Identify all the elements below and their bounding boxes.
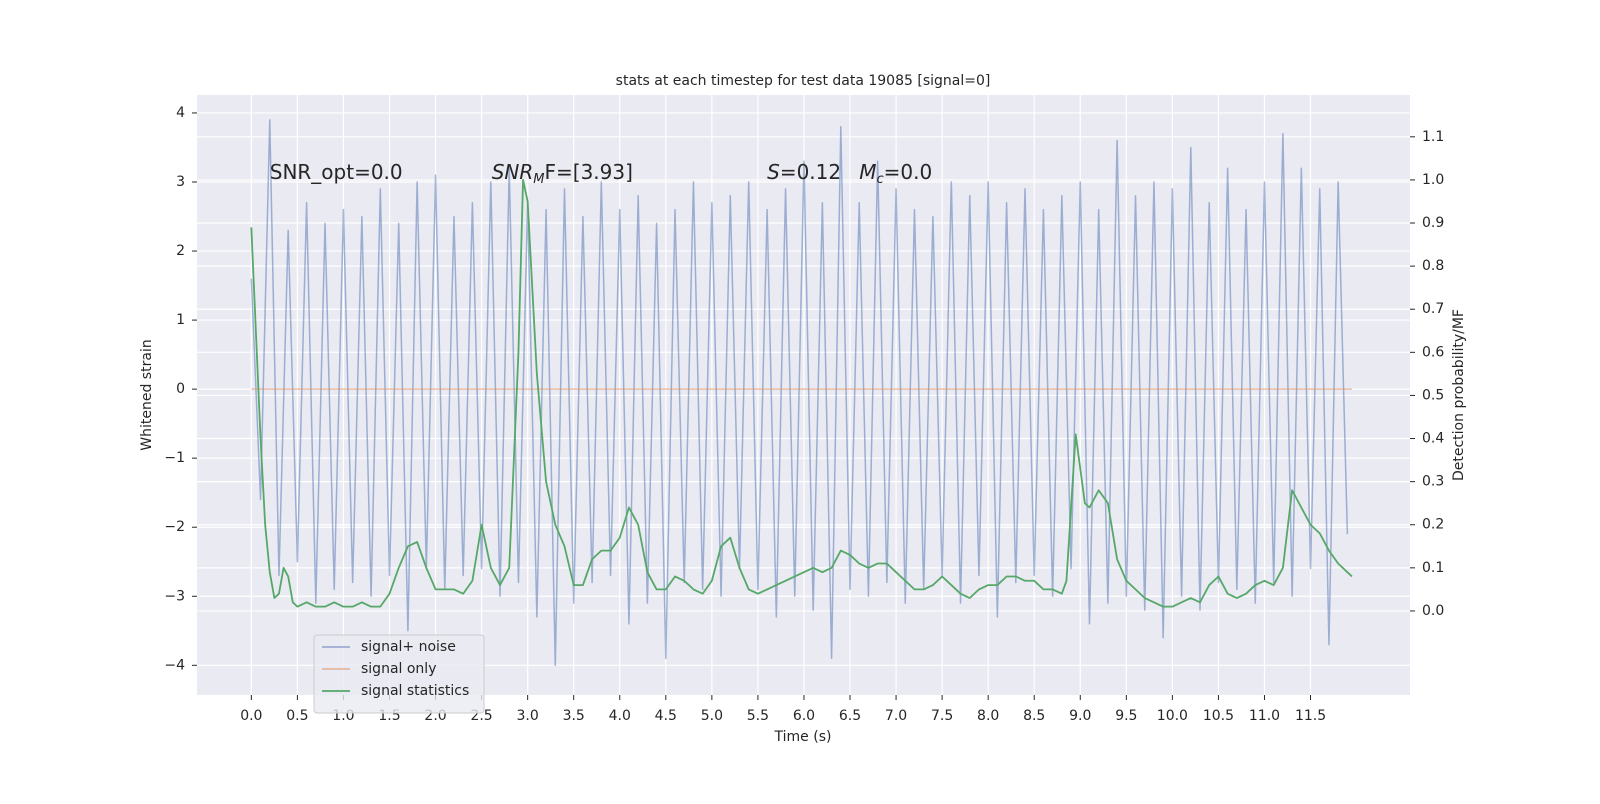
x-tick-label: 0.5: [286, 708, 308, 724]
y-tick-label: −1: [164, 450, 185, 466]
x-tick-label: 8.0: [977, 708, 999, 724]
chart-title: stats at each timestep for test data 190…: [616, 73, 991, 89]
x-tick-label: 9.5: [1115, 708, 1137, 724]
annotation-part: S: [767, 160, 780, 184]
y2-tick-label: 0.7: [1422, 301, 1444, 317]
x-tick-label: 3.0: [517, 708, 539, 724]
x-tick-label: 8.5: [1023, 708, 1045, 724]
y2-tick-label: 0.9: [1422, 215, 1444, 231]
x-tick-label: 11.5: [1295, 708, 1326, 724]
series-line: [250, 179, 1353, 608]
y-axis-label: Whitened strain: [139, 339, 155, 450]
x-tick-label: 10.0: [1157, 708, 1188, 724]
x-tick-label: 4.0: [609, 708, 631, 724]
y-tick-label: −2: [164, 519, 185, 535]
y-tick-label: 3: [176, 174, 185, 190]
y-tick-label: 2: [176, 243, 185, 259]
series-line: [250, 119, 1349, 667]
x-tick-label: 10.5: [1203, 708, 1234, 724]
y2-tick-label: 0.5: [1422, 387, 1444, 403]
annotation-part: =0.12: [780, 160, 841, 184]
x-tick-label: 7.5: [931, 708, 953, 724]
y2-tick-label: 1.1: [1422, 129, 1444, 145]
legend-label: signal statistics: [361, 683, 469, 699]
y-tick-label: 1: [176, 312, 185, 328]
y2-tick-label: 0.4: [1422, 431, 1444, 447]
y2-tick-label: 0.6: [1422, 344, 1444, 360]
y-tick-label: 4: [176, 105, 185, 121]
x-tick-label: 7.0: [885, 708, 907, 724]
x-tick-label: 5.5: [747, 708, 769, 724]
annotation-part: c: [876, 172, 883, 187]
x-tick-label: 5.0: [701, 708, 723, 724]
legend-label: signal+ noise: [361, 639, 456, 655]
annotation-part: M: [533, 172, 544, 187]
legend-label: signal only: [361, 661, 436, 677]
annotation-part: SNR_opt=0.0: [270, 160, 403, 184]
x-tick-label: 6.0: [793, 708, 815, 724]
y2-tick-label: 0.1: [1422, 560, 1444, 576]
y2-axis-label: Detection probability/MF: [1451, 309, 1467, 481]
y2-tick-label: 0.2: [1422, 517, 1444, 533]
y2-tick-label: 0.3: [1422, 474, 1444, 490]
x-tick-label: 3.5: [563, 708, 585, 724]
legend-box: [313, 634, 485, 714]
x-tick-label: 4.5: [655, 708, 677, 724]
y2-tick-label: 1.0: [1422, 172, 1444, 188]
y2-tick-label: 0.8: [1422, 258, 1444, 274]
x-tick-label: 9.0: [1069, 708, 1091, 724]
y2-tick-label: 0.0: [1422, 603, 1444, 619]
annotation: Mc=0.0: [859, 160, 932, 187]
x-tick-label: 11.0: [1249, 708, 1280, 724]
annotation-part: =0.0: [884, 160, 933, 184]
annotation-part: F=[3.93]: [545, 160, 633, 184]
x-axis-label: Time (s): [774, 729, 832, 745]
annotation-part: M: [859, 160, 876, 184]
y-tick-label: −4: [164, 657, 185, 673]
annotation: SNR_opt=0.0: [270, 160, 403, 184]
annotation: SNRMF=[3.93]: [492, 160, 633, 187]
y-tick-label: −3: [164, 588, 185, 604]
annotation: S=0.12: [767, 160, 841, 184]
annotation-part: SNR: [492, 160, 534, 184]
x-tick-label: 6.5: [839, 708, 861, 724]
x-tick-label: 0.0: [240, 708, 262, 724]
y-tick-label: 0: [176, 381, 185, 397]
